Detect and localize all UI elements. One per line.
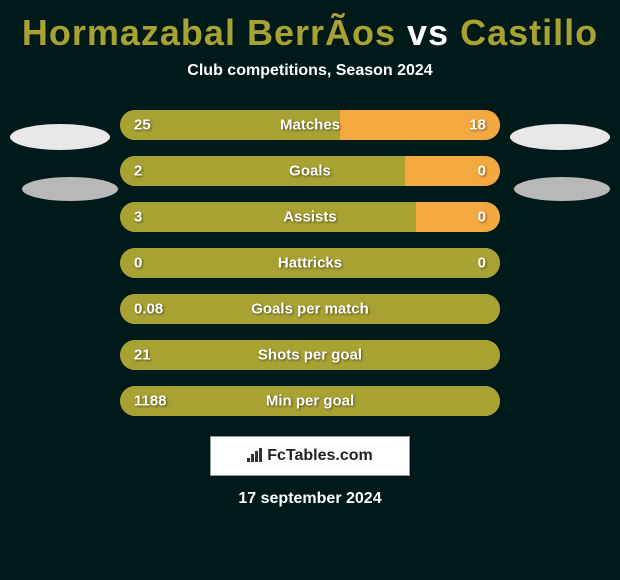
stat-value-left: 3	[134, 209, 142, 226]
date-text: 17 september 2024	[0, 490, 620, 508]
title-player1: Hormazabal BerrÃ­os	[22, 12, 396, 53]
decorative-ellipse-left-2	[22, 177, 118, 201]
decorative-ellipse-left-1	[10, 124, 110, 150]
stat-row: 1188 Min per goal	[120, 386, 500, 416]
stats-container: 25 18 Matches 2 0 Goals 3 0 Assists 0 0 Hattricks 0.…	[120, 110, 500, 416]
stat-label: Goals	[289, 163, 331, 180]
stat-value-left: 21	[134, 347, 151, 364]
stat-label: Assists	[283, 209, 336, 226]
decorative-ellipse-right-1	[510, 124, 610, 150]
title-vs: vs	[407, 12, 449, 53]
comparison-title: Hormazabal BerrÃ­os vs Castillo	[0, 0, 620, 62]
watermark-text: FcTables.com	[267, 447, 373, 465]
stat-value-left: 0.08	[134, 301, 163, 318]
stat-label: Shots per goal	[258, 347, 362, 364]
stat-label: Hattricks	[278, 255, 342, 272]
stat-label: Min per goal	[266, 393, 354, 410]
stat-bar-left	[120, 156, 405, 186]
stat-value-left: 2	[134, 163, 142, 180]
chart-icon	[247, 448, 263, 465]
stat-label: Goals per match	[251, 301, 369, 318]
subtitle: Club competitions, Season 2024	[0, 62, 620, 80]
stat-value-left: 25	[134, 117, 151, 134]
stat-value-left: 0	[134, 255, 142, 272]
stat-row: 0 0 Hattricks	[120, 248, 500, 278]
stat-row: 25 18 Matches	[120, 110, 500, 140]
stat-bar-left	[120, 202, 416, 232]
stat-bar-right	[416, 202, 500, 232]
title-player2: Castillo	[460, 12, 598, 53]
decorative-ellipse-right-2	[514, 177, 610, 201]
stat-value-right: 0	[478, 209, 486, 226]
stat-value-left: 1188	[134, 393, 167, 410]
stat-label: Matches	[280, 117, 340, 134]
stat-value-right: 0	[478, 163, 486, 180]
stat-row: 3 0 Assists	[120, 202, 500, 232]
watermark-badge: FcTables.com	[210, 436, 410, 476]
stat-row: 0.08 Goals per match	[120, 294, 500, 324]
stat-value-right: 0	[478, 255, 486, 272]
stat-row: 21 Shots per goal	[120, 340, 500, 370]
stat-value-right: 18	[469, 117, 486, 134]
stat-row: 2 0 Goals	[120, 156, 500, 186]
